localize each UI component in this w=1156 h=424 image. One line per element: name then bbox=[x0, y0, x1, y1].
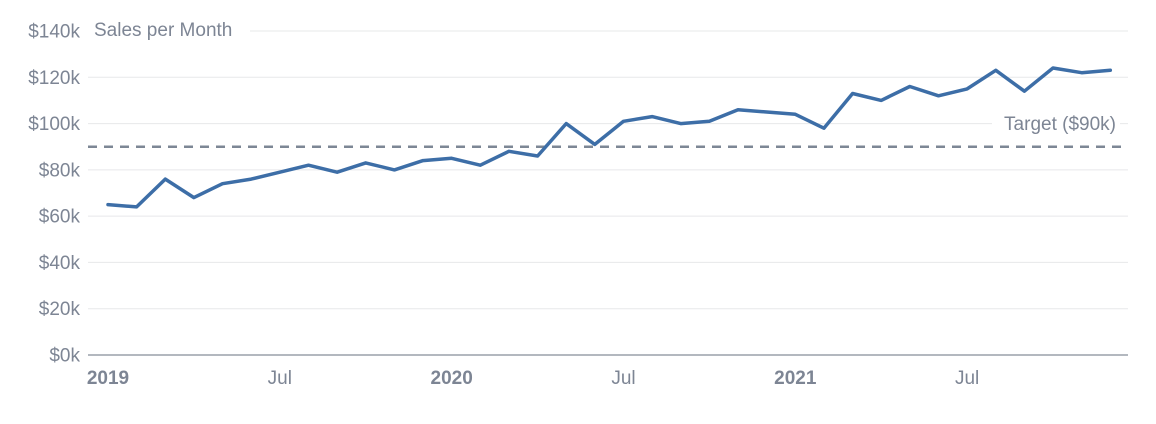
x-axis-tick-label: 2020 bbox=[431, 368, 473, 389]
y-axis-tick-label: $100k bbox=[28, 114, 80, 135]
y-axis-tick-label: $80k bbox=[39, 160, 81, 181]
x-axis-tick-label: 2019 bbox=[87, 368, 129, 389]
y-axis-tick-label: $120k bbox=[28, 68, 80, 89]
chart-title: Sales per Month bbox=[88, 20, 251, 42]
x-axis-tick-label: 2021 bbox=[774, 368, 817, 389]
x-axis-tick-label: Jul bbox=[268, 368, 292, 389]
y-axis-tick-label: $60k bbox=[39, 207, 81, 228]
x-axis-tick-label: Jul bbox=[611, 368, 635, 389]
sales-line-series bbox=[106, 66, 1113, 209]
x-axis-tick-label: Jul bbox=[955, 368, 979, 389]
y-axis-tick-label: $40k bbox=[39, 253, 81, 274]
y-axis-tick-label: $20k bbox=[39, 299, 81, 320]
y-axis-tick-label: $0k bbox=[49, 346, 80, 367]
y-axis-tick-label: $140k bbox=[28, 22, 80, 43]
target-line-label: Target ($90k) bbox=[992, 114, 1120, 136]
